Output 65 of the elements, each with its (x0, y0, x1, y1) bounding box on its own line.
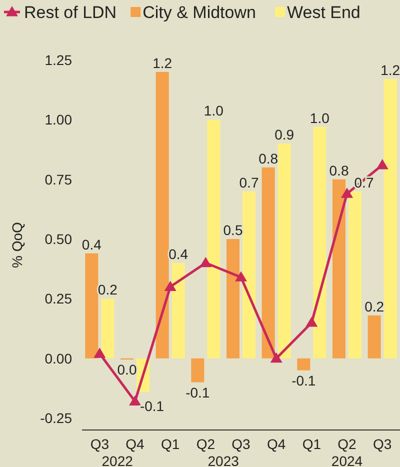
y-tick-label: 0.00 (44, 350, 72, 366)
bar (226, 239, 240, 358)
y-tick-label: 0.25 (44, 290, 72, 307)
point (94, 348, 106, 358)
bar (207, 120, 220, 358)
bar (156, 72, 169, 358)
data-label: -0.1 (140, 398, 164, 414)
y-tick-label: 1.25 (44, 52, 72, 68)
y-tick-label: 0.50 (44, 231, 72, 248)
point (341, 188, 353, 198)
data-label: 0.8 (258, 150, 278, 166)
text: 2024 (331, 453, 363, 467)
data-label: -0.1 (292, 372, 316, 388)
y-axis-title: % QoQ (9, 222, 25, 268)
x-tick-label: Q4 (266, 436, 286, 452)
bar (242, 191, 256, 358)
x-tick-label: Q4 (126, 436, 145, 452)
text: 2022 (102, 453, 134, 467)
point (164, 280, 176, 291)
legend-label: Rest of LDN (24, 3, 117, 22)
data-label: 0.9 (274, 126, 294, 143)
point (376, 159, 388, 170)
data-label: 0.2 (98, 282, 118, 298)
data-label: 0.4 (82, 236, 102, 252)
data-label: 0.7 (239, 174, 259, 190)
bar (278, 144, 291, 358)
bar (85, 253, 98, 358)
bar (348, 191, 362, 358)
data-label: 1.0 (204, 102, 224, 119)
x-tick-label: Q3 (90, 436, 110, 452)
bar (332, 179, 346, 358)
bar (297, 358, 310, 370)
data-label: 1.0 (310, 110, 330, 126)
bar (191, 358, 204, 382)
data-label: 0.2 (364, 298, 384, 314)
data-label: 0.8 (329, 162, 349, 178)
bar (172, 262, 185, 358)
x-tick-label: Q1 (302, 436, 322, 452)
y-tick-label: -0.25 (40, 410, 72, 426)
data-label: 0.0 (117, 362, 137, 378)
x-tick-label: Q3 (372, 436, 392, 452)
bar (262, 167, 275, 358)
text: 2023 (208, 453, 240, 467)
data-label: 1.2 (380, 62, 400, 78)
x-tick-label: Q1 (160, 436, 180, 452)
point (306, 316, 318, 327)
legend-label: City & Midtown (142, 3, 256, 22)
point (200, 256, 212, 268)
legend-label: West End (287, 3, 360, 22)
x-tick-label: Q3 (232, 436, 251, 452)
data-label: 0.4 (168, 246, 188, 262)
bar (368, 315, 381, 358)
x-tick-label: Q2 (338, 436, 357, 452)
point (235, 271, 247, 282)
point (129, 395, 141, 406)
y-tick-label: 0.75 (44, 171, 72, 188)
data-label: 0.5 (223, 222, 243, 238)
point (270, 352, 282, 363)
y-tick-label: 1.00 (44, 112, 72, 128)
bar (101, 298, 114, 358)
data-label: 1.2 (152, 54, 172, 71)
data-label: -0.1 (186, 384, 210, 400)
x-tick-label: Q2 (196, 436, 216, 452)
bar (384, 79, 397, 358)
bar (313, 126, 326, 358)
